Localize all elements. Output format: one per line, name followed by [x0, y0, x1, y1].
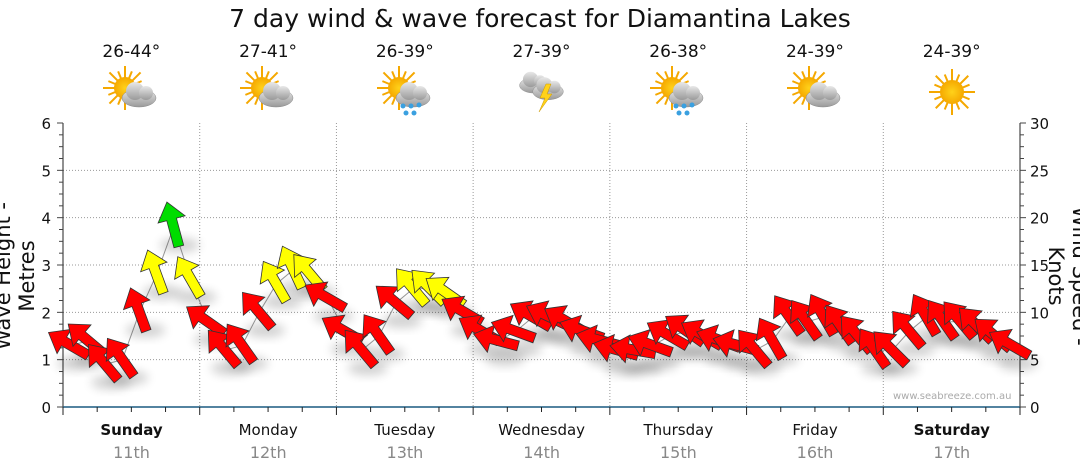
watermark: www.seabreeze.com.au: [893, 391, 1012, 402]
wind-arrow: [140, 249, 169, 296]
wind-arrow: [122, 287, 152, 334]
wind-arrow: [174, 256, 206, 300]
date-label: 17th: [933, 443, 971, 462]
y-tick-label-left: 6: [41, 115, 51, 133]
arrow-shadow: [895, 342, 936, 357]
day-label: Monday: [238, 421, 298, 439]
sun-icon: [922, 66, 982, 118]
sun-cloud-icon: [785, 66, 845, 118]
day-label: Saturday: [913, 421, 990, 439]
wind-arrow: [225, 323, 259, 366]
arrow-shadow: [347, 361, 388, 376]
wind-arrow: [259, 260, 292, 305]
day-label: Tuesday: [374, 421, 436, 439]
y-tick-label-left: 5: [41, 162, 51, 180]
temperature-range: 26-38°: [649, 42, 708, 62]
chart-title: 7 day wind & wave forecast for Diamantin…: [229, 4, 851, 33]
y-tick-label-right: 25: [1030, 162, 1049, 180]
wind-arrow: [755, 317, 788, 362]
wind-arrow: [627, 328, 674, 358]
day-label: Thursday: [643, 421, 714, 439]
day-label: Wednesday: [498, 421, 586, 439]
temperature-range: 27-41°: [239, 42, 298, 62]
date-label: 13th: [386, 443, 424, 462]
sun-cloud-rain-icon: [648, 66, 708, 118]
date-label: 15th: [659, 443, 697, 462]
date-label: 11th: [113, 443, 150, 462]
date-label: 14th: [523, 443, 561, 462]
temperature-range: 27-39°: [512, 42, 571, 62]
storm-icon: [512, 66, 572, 118]
day-label: Friday: [792, 421, 838, 439]
wind-arrow: [157, 201, 187, 249]
wind-arrows: [47, 201, 1033, 384]
y-tick-label-left: 2: [41, 304, 51, 322]
date-label: 12th: [249, 443, 287, 462]
y-tick-label-left: 0: [41, 399, 51, 417]
arrow-shadow: [998, 356, 1038, 371]
y-tick-label-right: 30: [1030, 115, 1049, 133]
sun-cloud-rain-icon: [375, 66, 435, 118]
wind-arrow: [824, 304, 858, 347]
wind-arrow: [490, 314, 537, 344]
sun-cloud-icon: [238, 66, 298, 118]
wind-arrow: [105, 337, 139, 380]
y-tick-label-left: 4: [41, 210, 51, 228]
wind-arrow: [873, 331, 911, 369]
sun-cloud-icon: [101, 66, 161, 118]
temperature-range: 24-39°: [785, 42, 844, 62]
wind-arrow: [242, 291, 277, 332]
wind-arrow: [988, 328, 1033, 361]
day-label: Sunday: [100, 421, 163, 439]
y-tick-label-left: 3: [41, 257, 51, 275]
arrow-shadow: [382, 313, 423, 328]
wind-arrow: [344, 329, 380, 370]
y-tick-label-right: 10: [1030, 304, 1049, 322]
y-tick-label-right: 20: [1030, 210, 1049, 228]
temperature-range: 26-44°: [102, 42, 161, 62]
y-tick-label-left: 1: [41, 352, 51, 370]
wind-arrow: [362, 314, 396, 356]
wind-arrow: [807, 293, 839, 338]
arrow-shadow: [245, 323, 286, 338]
wind-arrow: [892, 310, 927, 351]
temperature-range: 26-39°: [375, 42, 434, 62]
wind-arrow: [186, 305, 228, 338]
y-tick-label-right: 15: [1030, 257, 1049, 275]
wind-arrow: [304, 281, 349, 314]
y-tick-label-right: 0: [1030, 399, 1040, 417]
date-label: 16th: [796, 443, 834, 462]
temperature-range: 24-39°: [922, 42, 981, 62]
